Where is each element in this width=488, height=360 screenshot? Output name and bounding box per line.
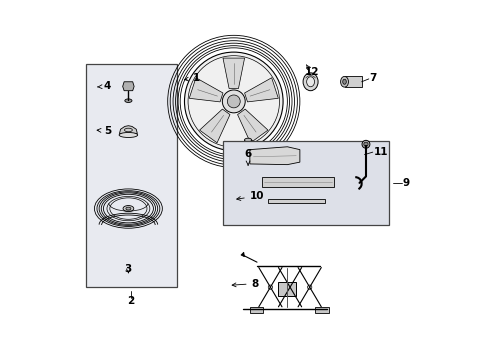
Text: 9: 9 <box>402 178 409 188</box>
Text: 11: 11 <box>373 147 387 157</box>
Text: 7: 7 <box>369 73 376 83</box>
Ellipse shape <box>361 140 369 148</box>
Polygon shape <box>237 109 267 143</box>
Ellipse shape <box>125 207 131 210</box>
Bar <box>249 307 263 313</box>
Bar <box>278 282 296 296</box>
Bar <box>262 177 333 187</box>
Polygon shape <box>244 78 278 102</box>
Ellipse shape <box>342 79 346 84</box>
Text: 4: 4 <box>98 81 110 91</box>
Text: 8: 8 <box>232 279 258 289</box>
Bar <box>315 307 328 313</box>
Bar <box>344 76 361 87</box>
Bar <box>85 64 176 287</box>
Circle shape <box>184 52 283 151</box>
Text: 3: 3 <box>124 264 132 274</box>
Ellipse shape <box>363 142 367 147</box>
Ellipse shape <box>244 153 251 157</box>
Text: 5: 5 <box>97 126 111 136</box>
Bar <box>244 140 251 155</box>
Polygon shape <box>249 147 299 165</box>
Text: 12: 12 <box>304 65 318 77</box>
Bar <box>267 199 324 203</box>
Polygon shape <box>119 126 137 134</box>
Circle shape <box>287 285 292 289</box>
Polygon shape <box>189 78 223 102</box>
Ellipse shape <box>124 99 132 103</box>
Ellipse shape <box>306 77 314 87</box>
Polygon shape <box>199 109 229 143</box>
Ellipse shape <box>244 138 251 142</box>
Bar <box>223 141 388 225</box>
Text: 6: 6 <box>244 149 251 165</box>
Circle shape <box>222 90 244 113</box>
Polygon shape <box>122 82 134 91</box>
Polygon shape <box>223 58 244 89</box>
Ellipse shape <box>340 76 348 87</box>
Circle shape <box>307 285 311 289</box>
Circle shape <box>227 95 240 108</box>
Text: 2: 2 <box>127 296 134 306</box>
Text: 10: 10 <box>236 191 264 201</box>
Polygon shape <box>241 252 244 257</box>
Circle shape <box>268 285 272 289</box>
Ellipse shape <box>123 206 134 212</box>
Ellipse shape <box>119 132 138 138</box>
Ellipse shape <box>303 73 317 91</box>
Text: 1: 1 <box>184 73 200 83</box>
